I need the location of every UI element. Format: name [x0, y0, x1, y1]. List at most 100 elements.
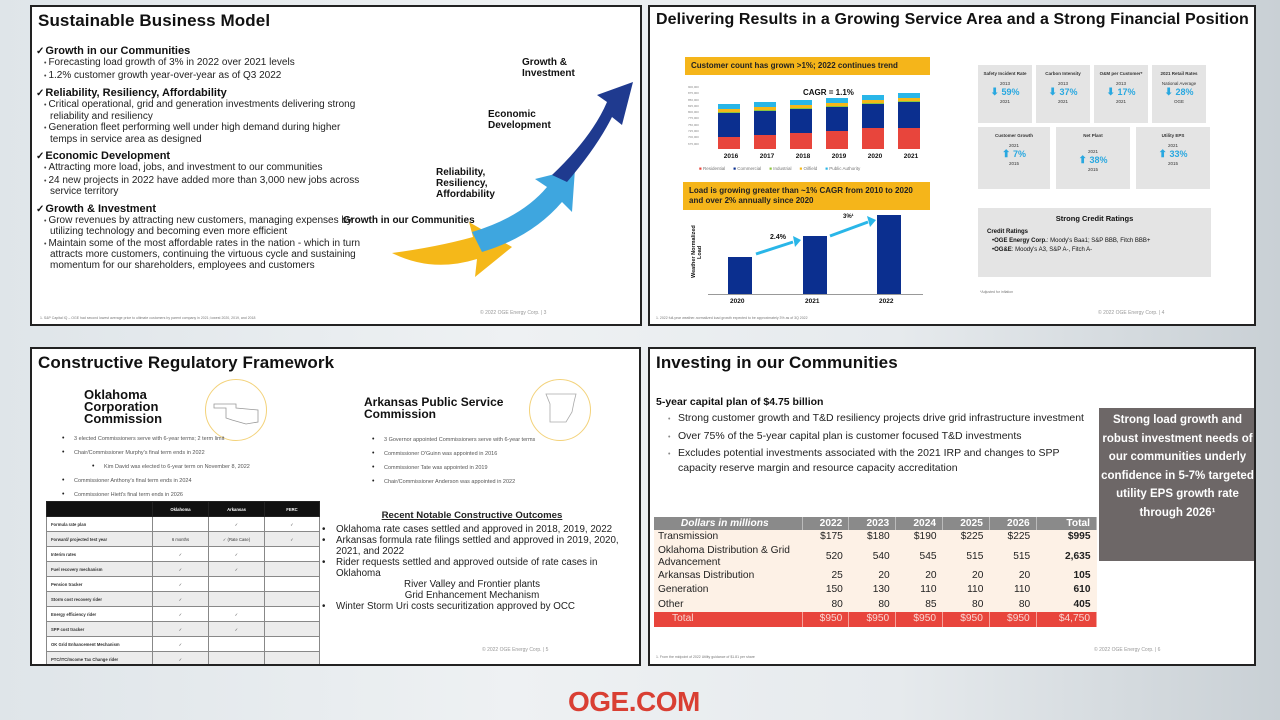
bullet: Critical operational, grid and generatio…	[36, 99, 366, 122]
x-label: 2021	[805, 298, 820, 305]
y-axis-label: Weather Normalized Load	[691, 225, 703, 279]
slide-regulatory-framework[interactable]: Constructive Regulatory Framework Oklaho…	[30, 347, 641, 666]
arrow-up-icon: ⬆	[1002, 149, 1011, 160]
section-economic-development: ✓Economic Development Attracting more lo…	[36, 150, 366, 198]
bullet: 1.2% customer growth year-over-year as o…	[36, 70, 366, 83]
arrow-down-icon: ⬇	[1048, 87, 1057, 98]
growth-label-2022: 3%¹	[843, 214, 854, 220]
capital-plan-lead: 5-year capital plan of $4.75 billion	[656, 396, 824, 408]
bullet: 24 new projects in 2022 have added more …	[36, 175, 366, 198]
bullet: Commissioner Anthony's final term ends i…	[62, 474, 250, 488]
occ-bullets: 3 elected Commissioners serve with 6-yea…	[62, 432, 250, 502]
customer-count-banner: Customer count has grown >1%; 2022 conti…	[685, 57, 930, 75]
oge-brand-link[interactable]: OGE.COM	[568, 686, 700, 717]
metric-safety: Safety Incident Rate 2013 ⬇ 59% 2021	[978, 65, 1032, 123]
checkmark-icon: ✓	[36, 46, 45, 57]
bar-2017	[754, 102, 776, 149]
growth-arrow-graphic	[392, 82, 633, 277]
section-heading: Economic Development	[45, 150, 171, 162]
bullet: Maintain some of the most affordable rat…	[36, 238, 366, 272]
apsc-bullets: 3 Governor appointed Commissioners serve…	[372, 433, 535, 489]
bullet: Commissioner Hiett's final term ends in …	[62, 488, 250, 502]
metric-carbon: Carbon Intensity 2013 ⬇ 37% 2021	[1036, 65, 1090, 123]
slide-title: Sustainable Business Model	[38, 11, 271, 30]
table-row: Oklahoma Distribution & Grid Advancement…	[654, 544, 1097, 569]
checkmark-icon: ✓	[36, 203, 45, 215]
copyright: © 2022 OGE Energy Corp. | 3	[480, 310, 547, 316]
bullet: Chair/Commissioner Anderson was appointe…	[372, 475, 535, 489]
outcome-item: Rider requests settled and approved outs…	[322, 557, 622, 579]
credit-title: Strong Credit Ratings	[1055, 214, 1134, 223]
metric-utility-eps: Utility EPS 2021 ⬆ 33% 2015	[1136, 127, 1210, 189]
slide-title: Delivering Results in a Growing Service …	[656, 11, 1249, 28]
section-heading: Reliability, Resiliency, Affordability	[45, 87, 227, 99]
table-row: Fuel recovery mechanism ✓ ✓	[46, 561, 320, 577]
table-row: OK Grid Enhancement Mechanism ✓	[46, 636, 320, 652]
footnote: 1. 2022 full-year weather-normalized loa…	[656, 316, 808, 320]
arkansas-state-icon	[529, 379, 591, 441]
arrow-down-icon: ⬇	[1106, 87, 1115, 98]
bullet: Grow revenues by attracting new customer…	[36, 215, 366, 238]
slide-title: Constructive Regulatory Framework	[38, 353, 335, 372]
table-row: Generation 150 130 110 110 110 610	[654, 583, 1097, 598]
bullet: Forecasting load growth of 3% in 2022 ov…	[36, 57, 366, 70]
footnote: 1. From the midpoint of 2022 Utility gui…	[656, 655, 755, 659]
section-growth-investment: ✓Growth & Investment Grow revenues by at…	[36, 203, 366, 272]
bar-2019	[826, 98, 848, 149]
arrow-up-icon: ⬆	[1078, 155, 1087, 166]
footnote: 1. S&P Capital IQ – OGE had second lowes…	[40, 316, 256, 320]
bullet: Over 75% of the 5-year capital plan is c…	[668, 430, 1088, 445]
copyright: © 2022 OGE Energy Corp. | 6	[1094, 647, 1161, 653]
x-axis-labels: 2016 2017 2018 2019 2020 2021	[723, 153, 919, 160]
total-row: Total $950 $950 $950 $950 $950 $4,750	[654, 612, 1098, 627]
growth-label-2021: 2.4%	[770, 234, 786, 241]
metric-customer-growth: Customer Growth 2021 ⬆ 7% 2015	[978, 127, 1050, 189]
bar-2021	[803, 236, 827, 294]
outcome-item: Arkansas formula rate filings settled an…	[322, 535, 622, 557]
table-row: Other 80 80 85 80 80 405	[654, 597, 1097, 612]
bar-2020	[862, 95, 884, 149]
bullet: 3 Governor appointed Commissioners serve…	[372, 433, 535, 447]
bullet: Generation fleet performing well under h…	[36, 122, 366, 145]
bullet: Attracting more load, jobs, and investme…	[36, 162, 366, 175]
y-axis-ticks: 900,000 875,000 850,000 825,000 800,000 775,0…	[688, 85, 699, 146]
occ-title: Oklahoma Corporation Commission	[84, 387, 163, 426]
business-model-list: ✓Growth in our Communities Forecasting l…	[36, 45, 366, 276]
section-reliability: ✓Reliability, Resiliency, Affordability …	[36, 87, 366, 145]
table-row: Energy efficiency rider ✓ ✓	[46, 606, 320, 622]
credit-item: •OG&E: Moody's A3, S&P A-, Fitch A-	[992, 247, 1093, 253]
slide-sustainable-business-model[interactable]: Sustainable Business Model ✓Growth in ou…	[30, 5, 642, 326]
slide-investing-communities[interactable]: Investing in our Communities 5-year capi…	[648, 347, 1256, 666]
customer-count-chart: 900,000 875,000 850,000 825,000 800,000 775,0…	[685, 82, 930, 177]
bar-2021	[898, 93, 920, 149]
section-growth-communities: ✓Growth in our Communities Forecasting l…	[36, 45, 366, 82]
copyright: © 2022 OGE Energy Corp. | 5	[482, 647, 549, 653]
metric-om: O&M per Customer* 2013 ⬇ 17% 2021	[1094, 65, 1148, 123]
bullet: Kim David was elected to 6-year term on …	[92, 460, 250, 474]
eps-callout: Strong load growth and robust investment…	[1099, 408, 1254, 561]
bullet: Chair/Commissioner Murphy's final term e…	[62, 446, 250, 460]
section-heading: Growth in our Communities	[45, 45, 191, 57]
outcome-item: Oklahoma rate cases settled and approved…	[322, 524, 622, 535]
arrow-down-icon: ⬇	[1164, 87, 1173, 98]
x-label: 2022	[879, 298, 894, 305]
checkmark-icon: ✓	[36, 88, 45, 99]
load-growth-banner: Load is growing greater than ~1% CAGR fr…	[683, 182, 930, 210]
bullet: Excludes potential investments associate…	[668, 447, 1088, 475]
table-row: Pension tracker ✓	[46, 576, 320, 592]
section-heading: Growth & Investment	[45, 202, 157, 215]
bullet: Commissioner O'Guinn was appointed in 20…	[372, 447, 535, 461]
table-row: Storm cost recovery rider ✓	[46, 591, 320, 607]
arrow-label-growth-communities: Growth in our Communities	[343, 215, 475, 226]
outcome-subitem: Grid Enhancement Mechanism	[404, 590, 540, 601]
bullet: 3 elected Commissioners serve with 6-yea…	[62, 432, 250, 446]
arrow-up-icon: ⬆	[1158, 149, 1167, 160]
bullet: Commissioner Tate was appointed in 2019	[372, 461, 535, 475]
table-row: Arkansas Distribution 25 20 20 20 20 105	[654, 568, 1097, 583]
outcome-subitem: River Valley and Frontier plants	[404, 579, 540, 590]
regulatory-mechanisms-table: Oklahoma Arkansas FERC Formula rate plan ✓ ✓…	[46, 501, 320, 664]
x-label: 2020	[730, 298, 745, 305]
slide-delivering-results[interactable]: Delivering Results in a Growing Service …	[648, 5, 1256, 326]
arrow-label-economic: Economic Development	[488, 109, 551, 131]
credit-subtitle: Credit Ratings	[987, 229, 1029, 235]
